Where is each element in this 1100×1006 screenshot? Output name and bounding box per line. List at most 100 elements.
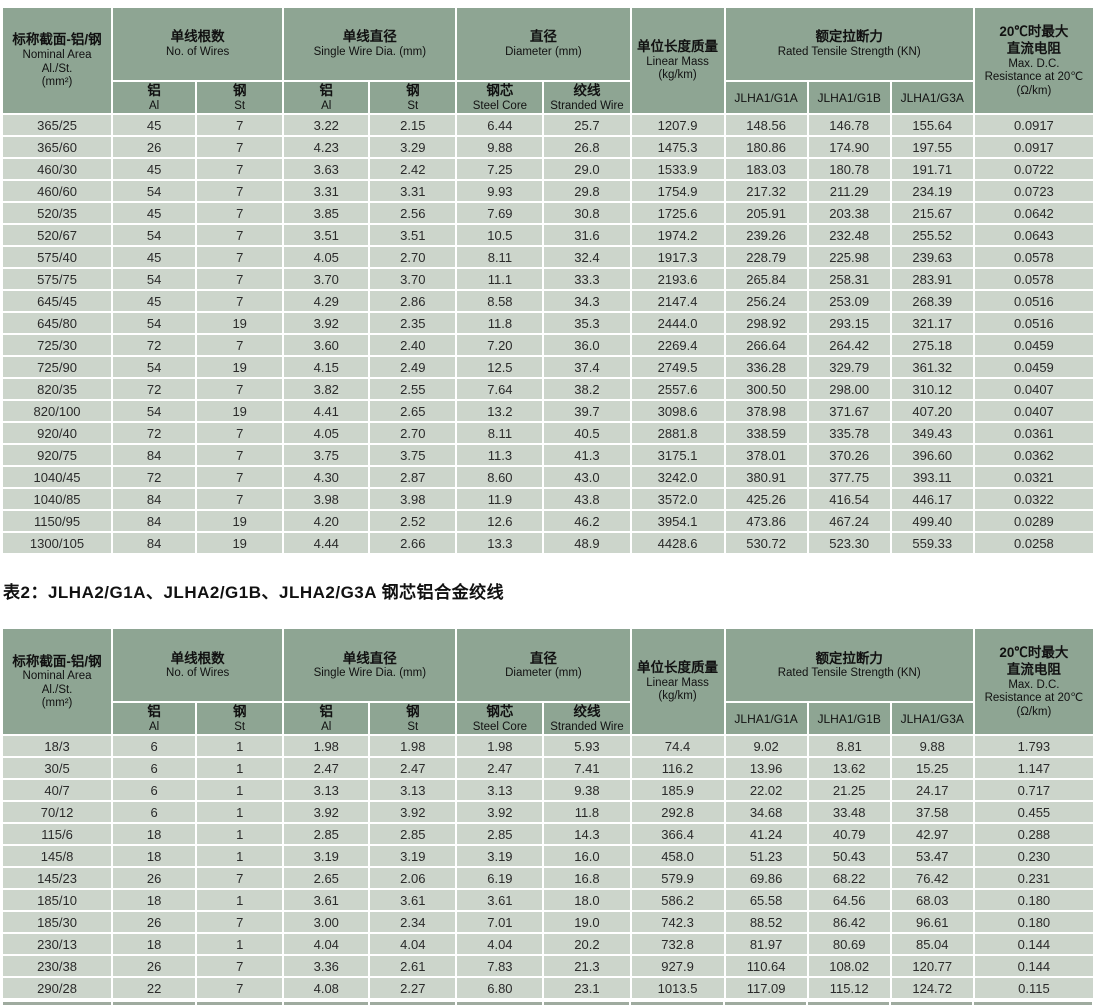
table-row: 40/7 6 1 3.13 3.13 3.13 9.38 185.9 22.02 21.25 24.… xyxy=(3,780,1093,801)
cell-tensile-jlha1-g1a: 473.86 xyxy=(725,511,807,532)
cell-wires-st: 7 xyxy=(197,115,283,136)
cell-wires-st: 7 xyxy=(197,978,283,999)
cell-wires-al: 18 xyxy=(113,824,196,845)
cell-dia-stranded-wire: 19.0 xyxy=(544,912,630,933)
cell-dia-stranded-wire: 43.8 xyxy=(544,489,630,510)
cell-wires-st: 1 xyxy=(197,780,283,801)
col-header-dia-al: 铝 Al xyxy=(284,703,369,735)
cell-dc-resistance: 0.717 xyxy=(974,780,1093,801)
col-header-dia-st: 钢 St xyxy=(370,703,456,735)
header-label-en: Rated Tensile Strength (KN) xyxy=(777,45,921,58)
cell-linear-mass: 1475.3 xyxy=(631,137,724,158)
cell-tensile-jlha1-g3a: 349.43 xyxy=(891,423,973,444)
cell-dc-resistance: 1.793 xyxy=(974,736,1093,757)
cell-wires-al: 45 xyxy=(113,291,196,312)
table-row: 230/38 26 7 3.36 2.61 7.83 21.3 927.9 110.64 108.… xyxy=(3,956,1093,977)
cell-tensile-jlha1-g1b: 108.02 xyxy=(808,956,890,977)
cell-dia-steel-core: 1.98 xyxy=(457,736,543,757)
cell-wires-al: 26 xyxy=(113,912,196,933)
table-row: 18/3 6 1 1.98 1.98 1.98 5.93 74.4 9.02 8.81 9.88 1.… xyxy=(3,736,1093,757)
cell-wires-st: 19 xyxy=(197,357,283,378)
cell-tensile-jlha1-g3a: 255.52 xyxy=(891,225,973,246)
col-header-dia-al: 铝 Al xyxy=(284,82,369,114)
cell-single-dia-st: 2.85 xyxy=(370,824,456,845)
cell-wires-al: 6 xyxy=(113,780,196,801)
header-label-en: Linear Mass xyxy=(646,55,709,68)
col-header-steel-core: 钢芯 Steel Core xyxy=(457,82,543,114)
cell-wires-al: 26 xyxy=(113,137,196,158)
cell-linear-mass: 3098.6 xyxy=(631,401,724,422)
cell-wires-al: 54 xyxy=(113,225,196,246)
cell-wires-st: 7 xyxy=(197,291,283,312)
header-label-en: Resistance at 20℃ xyxy=(984,692,1084,705)
cell-tensile-jlha1-g1b: 64.56 xyxy=(808,890,890,911)
cell-nominal-area: 575/75 xyxy=(3,269,112,290)
cell-single-dia-al: 3.51 xyxy=(284,225,369,246)
table-row: 575/75 54 7 3.70 3.70 11.1 33.3 2193.6 265.84 258… xyxy=(3,269,1093,290)
cell-wires-al: 84 xyxy=(113,445,196,466)
cell-single-dia-al: 4.04 xyxy=(284,934,369,955)
cell-wires-st: 1 xyxy=(197,824,283,845)
cell-single-dia-st: 2.61 xyxy=(370,956,456,977)
cell-dc-resistance: 0.0322 xyxy=(974,489,1093,510)
cell-tensile-jlha1-g1b: 225.98 xyxy=(808,247,890,268)
cell-dia-stranded-wire: 16.8 xyxy=(544,868,630,889)
cell-tensile-jlha1-g3a: 275.18 xyxy=(891,335,973,356)
cell-wires-st: 7 xyxy=(197,489,283,510)
cell-single-dia-al: 4.44 xyxy=(284,533,369,554)
table-row: 920/40 72 7 4.05 2.70 8.11 40.5 2881.8 338.59 335… xyxy=(3,423,1093,444)
header-label-en: St xyxy=(234,99,246,112)
cell-dia-stranded-wire: 48.9 xyxy=(544,533,630,554)
cell-nominal-area: 820/35 xyxy=(3,379,112,400)
cell-single-dia-st: 2.27 xyxy=(370,978,456,999)
cell-linear-mass: 3954.1 xyxy=(631,511,724,532)
cell-tensile-jlha1-g1b: 416.54 xyxy=(808,489,890,510)
cell-tensile-jlha1-g1a: 117.09 xyxy=(725,978,807,999)
cell-dc-resistance: 0.180 xyxy=(974,890,1093,911)
cell-wires-st: 1 xyxy=(197,802,283,823)
cell-nominal-area: 725/90 xyxy=(3,357,112,378)
cell-tensile-jlha1-g3a: 197.55 xyxy=(891,137,973,158)
cell-single-dia-al: 2.65 xyxy=(284,868,369,889)
col-group-diameter: 直径 Diameter (mm) xyxy=(457,629,630,702)
cell-dc-resistance: 0.288 xyxy=(974,824,1093,845)
cell-tensile-jlha1-g1a: 205.91 xyxy=(725,203,807,224)
cell-single-dia-st: 3.51 xyxy=(370,225,456,246)
cell-wires-al: 6 xyxy=(113,736,196,757)
cell-tensile-jlha1-g1a: 239.26 xyxy=(725,225,807,246)
header-label-zh: 单位长度质量 xyxy=(637,39,719,55)
cell-tensile-jlha1-g1a: 51.23 xyxy=(725,846,807,867)
col-header-linear-mass: 单位长度质量 Linear Mass (kg/km) xyxy=(631,629,724,735)
cell-wires-al: 6 xyxy=(113,802,196,823)
cell-tensile-jlha1-g3a: 68.03 xyxy=(891,890,973,911)
table-row: 145/23 26 7 2.65 2.06 6.19 16.8 579.9 69.86 68.22… xyxy=(3,868,1093,889)
cell-tensile-jlha1-g3a: 53.47 xyxy=(891,846,973,867)
cell-dc-resistance: 0.0643 xyxy=(974,225,1093,246)
cell-wires-st: 1 xyxy=(197,846,283,867)
cell-wires-al: 54 xyxy=(113,181,196,202)
header-label-model: JLHA1/G1B xyxy=(817,90,881,105)
table-header: 标称截面-铝/钢 Nominal Area Al./St. (mm²) 单线根数… xyxy=(3,8,1093,114)
cell-tensile-jlha1-g1b: 86.42 xyxy=(808,912,890,933)
cell-linear-mass: 1207.9 xyxy=(631,115,724,136)
cell-single-dia-al: 4.23 xyxy=(284,137,369,158)
table-row: 185/10 18 1 3.61 3.61 3.61 18.0 586.2 65.58 64.56… xyxy=(3,890,1093,911)
cell-tensile-jlha1-g3a: 155.64 xyxy=(891,115,973,136)
cell-single-dia-al: 3.82 xyxy=(284,379,369,400)
cell-dc-resistance: 0.455 xyxy=(974,802,1093,823)
col-header-stranded-wire: 绞线 Stranded Wire xyxy=(544,703,630,735)
cell-tensile-jlha1-g1b: 115.12 xyxy=(808,978,890,999)
cell-dia-stranded-wire: 40.5 xyxy=(544,423,630,444)
cell-dia-steel-core: 8.60 xyxy=(457,467,543,488)
cell-dia-steel-core: 2.47 xyxy=(457,758,543,779)
col-header-steel-core: 钢芯 Steel Core xyxy=(457,703,543,735)
cell-single-dia-st: 2.06 xyxy=(370,868,456,889)
cell-tensile-jlha1-g1a: 148.56 xyxy=(725,115,807,136)
cell-single-dia-al: 3.00 xyxy=(284,912,369,933)
cell-nominal-area: 365/60 xyxy=(3,137,112,158)
cell-nominal-area: 645/80 xyxy=(3,313,112,334)
cell-single-dia-al: 3.19 xyxy=(284,846,369,867)
cell-dia-stranded-wire: 32.4 xyxy=(544,247,630,268)
cell-linear-mass: 579.9 xyxy=(631,868,724,889)
cell-tensile-jlha1-g1b: 232.48 xyxy=(808,225,890,246)
